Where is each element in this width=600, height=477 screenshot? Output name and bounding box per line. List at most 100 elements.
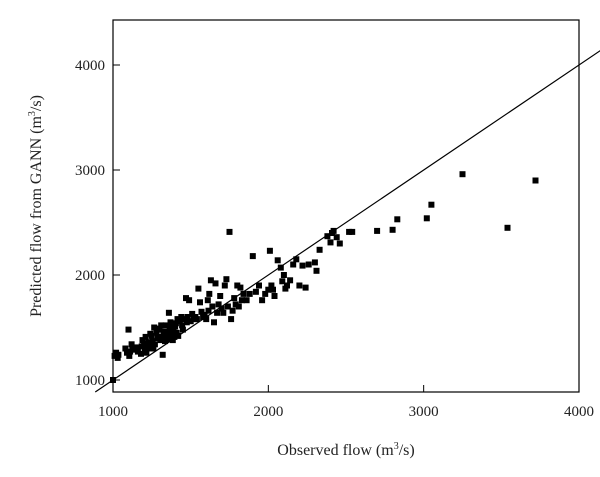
data-point (151, 341, 158, 348)
data-point (148, 332, 155, 339)
data-point (122, 345, 129, 352)
y-tick-label: 3000 (75, 163, 105, 179)
data-point (209, 303, 216, 310)
data-point (164, 336, 171, 343)
data-point (214, 309, 221, 316)
data-point (179, 322, 186, 329)
data-point (195, 285, 202, 292)
y-axis-ticks: 1000 2000 3000 4000 (75, 58, 120, 389)
plot-frame (112, 19, 580, 393)
data-point (311, 259, 318, 266)
data-point (173, 329, 180, 336)
data-point (229, 307, 236, 314)
data-point (161, 328, 168, 335)
data-point (211, 319, 217, 326)
data-point (158, 322, 165, 329)
data-point (235, 303, 242, 310)
data-point (374, 227, 381, 234)
data-point (237, 284, 244, 291)
data-point (172, 320, 179, 327)
y-tick-label: 4000 (75, 58, 105, 74)
data-point (268, 282, 275, 289)
data-point (389, 226, 396, 233)
x-axis-ticks: 1000 2000 3000 4000 (98, 385, 594, 420)
data-point (165, 309, 172, 316)
data-point (316, 246, 323, 253)
data-point (156, 325, 163, 332)
data-point (293, 256, 300, 263)
data-point (125, 326, 132, 333)
x-axis-title: Observed flow (m3/s) (277, 441, 414, 459)
data-point (265, 286, 272, 293)
y-tick-label: 2000 (75, 268, 105, 284)
data-point (142, 333, 149, 340)
data-point (126, 352, 133, 359)
data-point (280, 272, 287, 278)
data-point (111, 352, 118, 359)
data-point (183, 295, 189, 302)
data-point (394, 216, 401, 223)
data-point (206, 290, 213, 297)
x-tick-label: 2000 (253, 404, 283, 420)
data-point (279, 278, 286, 285)
data-point (187, 318, 194, 325)
data-point (184, 314, 191, 320)
data-point (349, 228, 356, 235)
data-point (115, 351, 122, 358)
data-point (249, 253, 256, 260)
data-point (274, 257, 281, 264)
data-point (179, 326, 186, 333)
data-point (212, 280, 219, 287)
data-point (172, 323, 179, 330)
data-point (238, 297, 245, 304)
data-point (290, 261, 297, 268)
data-point (162, 322, 169, 329)
data-point (158, 333, 165, 340)
x-tick-label: 1000 (98, 404, 128, 420)
data-point (259, 297, 266, 304)
data-point (166, 324, 173, 331)
data-point (532, 177, 539, 184)
data-point (203, 316, 210, 323)
data-point (226, 228, 233, 235)
data-point (217, 293, 224, 299)
data-point (138, 343, 145, 350)
data-point (141, 340, 148, 347)
data-point (207, 277, 214, 284)
data-point (114, 354, 121, 361)
data-point (201, 311, 208, 318)
data-point (198, 308, 205, 315)
data-point (167, 319, 174, 326)
data-point (271, 293, 278, 299)
data-point (256, 282, 262, 289)
data-point (270, 286, 276, 293)
data-point (218, 305, 225, 312)
data-point (138, 350, 144, 357)
data-point (336, 240, 343, 247)
reference-line-y-equals-x (94, 50, 600, 393)
data-point (287, 277, 294, 284)
data-point (153, 329, 160, 336)
x-tick-label: 4000 (564, 404, 594, 420)
data-point (183, 319, 190, 326)
data-point (504, 224, 511, 231)
data-point (220, 309, 227, 316)
data-point (299, 262, 306, 269)
data-point (204, 297, 211, 304)
data-point (110, 377, 116, 383)
data-points (110, 171, 539, 383)
data-point (149, 338, 156, 345)
data-point (171, 333, 178, 340)
data-point (165, 329, 172, 336)
data-point (277, 264, 284, 271)
data-point (223, 276, 230, 283)
data-point (133, 344, 140, 351)
data-point (134, 348, 141, 355)
data-point (224, 303, 231, 310)
data-point (168, 331, 175, 338)
data-point (284, 282, 290, 289)
data-point (197, 299, 203, 306)
data-point (266, 247, 273, 254)
data-point (181, 316, 188, 323)
